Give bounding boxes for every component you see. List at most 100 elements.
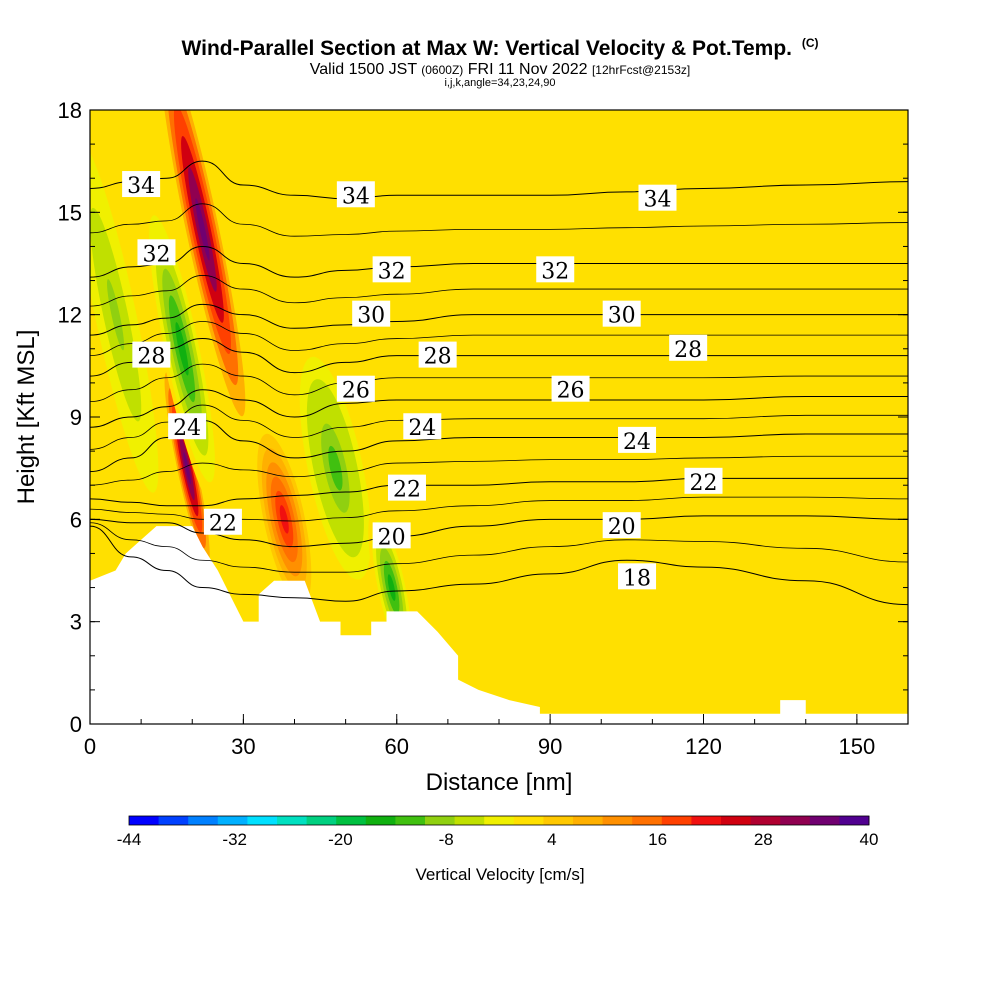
colorbar-swatch <box>750 816 781 825</box>
isentrope-18 <box>90 525 908 606</box>
y-axis-title: Height [Kft MSL] <box>13 330 40 505</box>
isentrope-minor <box>90 363 908 403</box>
contour-label-22: 22 <box>684 467 723 496</box>
contour-label-box <box>536 256 575 283</box>
contour-label-box <box>418 341 457 368</box>
contour-label-text: 28 <box>424 345 452 370</box>
x-tick-label: 120 <box>685 734 722 759</box>
y-tick-label: 18 <box>58 98 82 123</box>
colorbar-frame <box>128 815 870 826</box>
y-tick-label: 15 <box>58 200 82 225</box>
colorbar-swatch <box>158 816 189 825</box>
contour-label-box <box>122 171 161 198</box>
contour-label-text: 22 <box>393 478 421 503</box>
colorbar-swatch <box>809 816 840 825</box>
contour-label-26: 26 <box>551 375 590 404</box>
isentrope-28 <box>90 338 908 377</box>
contour-label-text: 22 <box>690 471 718 496</box>
velocity-cell-downdraft <box>328 445 343 491</box>
chart-indices: i,j,k,angle=34,23,24,90 <box>444 77 556 89</box>
velocity-cell-updraft <box>183 452 191 485</box>
isentrope-26 <box>90 389 908 428</box>
chart-subtitle: Valid 1500 JST (0600Z) FRI 11 Nov 2022 [… <box>309 61 691 78</box>
colorbar-tick-label: 16 <box>648 830 667 849</box>
colorbar-swatch <box>336 816 367 825</box>
colorbar-swatch <box>543 816 574 825</box>
contour-label-text: 30 <box>608 304 636 329</box>
x-tick-label: 150 <box>839 734 876 759</box>
contour-label-text: 22 <box>209 512 237 537</box>
contour-label-28: 28 <box>418 341 457 370</box>
y-tick-label: 9 <box>70 405 82 430</box>
contour-label-box <box>551 375 590 402</box>
contour-label-18: 18 <box>618 563 657 591</box>
contour-label-20: 20 <box>372 522 411 550</box>
contour-label-box <box>684 467 723 494</box>
contour-label-24: 24 <box>168 413 207 441</box>
contour-label-text: 28 <box>674 338 702 363</box>
colorbar-swatch <box>129 816 160 825</box>
colorbar-swatch <box>839 816 870 825</box>
contour-label-text: 20 <box>378 525 406 550</box>
colorbar-swatch <box>395 816 426 825</box>
axes: 0 30 60 90 120 150 0 3 6 9 12 15 18 <box>58 98 909 759</box>
contour-labels: 34 34 34 32 32 32 30 30 28 28 28 26 26 24 24 24 22 22 22 20… <box>122 171 723 591</box>
colorbar-swatch <box>632 816 663 825</box>
colorbar-swatch <box>484 816 515 825</box>
isentrope-minor <box>90 455 908 486</box>
contour-label-32: 32 <box>372 256 411 284</box>
contour-label-box <box>168 413 207 440</box>
contour-label-20: 20 <box>602 512 641 540</box>
contour-label-box <box>602 512 641 539</box>
contour-label-30: 30 <box>352 300 391 329</box>
contour-label-text: 32 <box>541 259 569 284</box>
colorbar-tick-label: 28 <box>754 830 773 849</box>
velocity-cell-updraft <box>279 505 289 534</box>
x-tick-label: 30 <box>231 734 255 759</box>
terrain <box>90 526 908 724</box>
x-axis-title: Distance [nm] <box>426 769 573 796</box>
contour-label-24: 24 <box>403 413 442 441</box>
colorbar-swatch <box>691 816 722 825</box>
y-tick-label: 3 <box>70 610 82 635</box>
contour-label-box <box>203 508 242 535</box>
colorbar-swatch <box>454 816 485 825</box>
colorbar-tick-label: -44 <box>117 830 142 849</box>
contour-label-box <box>372 522 411 549</box>
isentrope-minor <box>90 203 908 237</box>
colorbar-swatch <box>277 816 308 825</box>
contour-label-34: 34 <box>122 171 161 199</box>
isentrope-minor <box>90 496 908 522</box>
contour-label-text: 24 <box>173 416 201 441</box>
contour-label-box <box>132 341 171 368</box>
contour-label-34: 34 <box>336 181 375 209</box>
contour-label-box <box>336 181 375 208</box>
contour-label-text: 20 <box>608 515 636 540</box>
chart-title: Wind-Parallel Section at Max W: Vertical… <box>181 36 819 60</box>
isentrope-minor <box>90 275 908 307</box>
x-tick-label: 0 <box>84 734 96 759</box>
velocity-cell-downdraft <box>107 279 125 351</box>
colorbar-tick-label: 4 <box>547 830 556 849</box>
colorbar-swatch <box>661 816 692 825</box>
y-tick-label: 12 <box>58 303 82 328</box>
velocity-cell-updraft <box>195 198 210 261</box>
colorbar-swatch <box>721 816 752 825</box>
contour-label-22: 22 <box>387 474 426 503</box>
velocity-cell-downdraft <box>387 574 396 601</box>
contour-label-26: 26 <box>336 375 375 404</box>
contour-label-24: 24 <box>618 426 657 455</box>
contour-label-box <box>403 413 442 440</box>
contour-label-box <box>336 375 375 402</box>
contour-label-text: 24 <box>408 416 436 441</box>
colorbar-tick-label: -8 <box>439 830 454 849</box>
y-tick-label: 0 <box>70 712 82 737</box>
x-tick-label: 90 <box>538 734 562 759</box>
isentrope-34 <box>90 160 908 200</box>
contour-label-text: 28 <box>137 345 165 370</box>
contour-label-32: 32 <box>137 239 176 267</box>
contour-label-box <box>137 239 176 266</box>
contour-label-22: 22 <box>203 508 242 537</box>
contour-label-text: 24 <box>623 430 651 455</box>
colorbar-tick-label: -32 <box>222 830 247 849</box>
